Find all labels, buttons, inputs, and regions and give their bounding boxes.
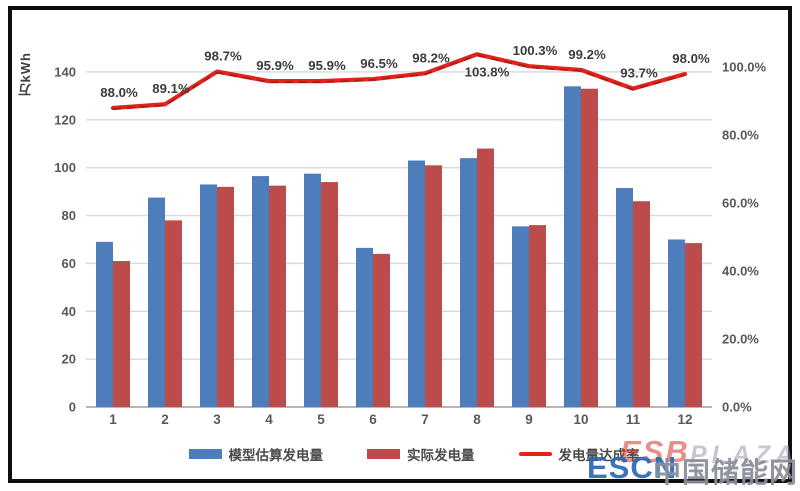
y-tick-label-left: 120 [54, 112, 76, 127]
x-tick-label: 3 [213, 412, 221, 427]
bar-actual-11 [633, 201, 650, 407]
bar-model-3 [200, 184, 217, 407]
bar-actual-12 [685, 243, 702, 407]
legend-item-rate: 发电量达成率 [518, 444, 640, 464]
legend-swatch-rate-line [518, 452, 552, 456]
x-tick-label: 4 [265, 412, 273, 427]
bar-actual-6 [373, 253, 390, 407]
y-tick-label-left: 80 [62, 208, 76, 223]
rate-point-label: 88.0% [100, 85, 138, 100]
chart-border-frame [8, 6, 792, 483]
x-tick-label: 9 [525, 412, 533, 427]
rate-line [110, 52, 688, 111]
rate-point-label: 103.8% [465, 64, 510, 79]
x-tick-label: 6 [369, 412, 377, 427]
rate-point-label: 89.1% [152, 81, 190, 96]
y-tick-label-left: 20 [62, 352, 76, 367]
x-tick-label: 5 [317, 412, 325, 427]
bar-model-11 [616, 188, 633, 407]
bar-model-10 [564, 86, 581, 407]
legend-label-rate: 发电量达成率 [558, 448, 640, 463]
legend-label-actual: 实际发电量 [407, 448, 475, 463]
bar-model-6 [356, 247, 373, 407]
bar-actual-10 [581, 88, 598, 407]
rate-point-label: 96.5% [360, 56, 398, 71]
legend-item-actual: 实际发电量 [367, 444, 475, 464]
bar-actual-8 [477, 148, 494, 407]
rate-point-label: 99.2% [568, 47, 606, 62]
x-tick-label: 10 [573, 412, 588, 427]
bar-model-8 [460, 158, 477, 407]
rate-point-label: 98.0% [672, 51, 710, 66]
bar-actual-2 [165, 220, 182, 407]
x-tick-label: 12 [677, 412, 692, 427]
y-tick-label-left: 40 [62, 304, 76, 319]
bar-model-1 [96, 241, 113, 407]
bar-model-12 [668, 239, 685, 407]
y-tick-label-right: 80.0% [722, 128, 759, 143]
bar-model-9 [512, 226, 529, 407]
legend-swatch-model-bar [188, 449, 222, 459]
bar-model-5 [304, 173, 321, 407]
bar-actual-3 [217, 186, 234, 407]
y-axis-title: 万kWh [18, 52, 33, 97]
y-tick-label-right: 20.0% [722, 332, 759, 347]
y-tick-label-right: 60.0% [722, 196, 759, 211]
rate-point-label: 98.7% [204, 49, 242, 64]
x-tick-label: 11 [626, 412, 641, 427]
bar-actual-9 [529, 225, 546, 407]
legend-swatch-actual-bar [367, 449, 400, 459]
rate-point-label: 93.7% [620, 66, 658, 81]
chart-legend: 模型估算发电量 实际发电量 发电量达成率 [0, 444, 800, 464]
legend-item-model: 模型估算发电量 [188, 444, 324, 464]
y-tick-label-right: 40.0% [722, 264, 759, 279]
rate-point-label: 100.3% [513, 43, 558, 58]
x-tick-label: 7 [421, 412, 429, 427]
y-tick-label-left: 60 [62, 256, 76, 271]
bar-actual-7 [425, 165, 442, 407]
y-tick-label-right: 100.0% [722, 60, 767, 75]
x-tick-label: 1 [109, 412, 117, 427]
bar-model-4 [252, 176, 269, 407]
bar-actual-5 [321, 182, 338, 407]
y-tick-label-left: 0 [69, 400, 76, 415]
bar-model-2 [148, 197, 165, 407]
x-tick-label: 8 [473, 412, 481, 427]
bar-model-7 [408, 160, 425, 407]
bar-actual-4 [269, 185, 286, 407]
y-tick-label-left: 100 [54, 160, 76, 175]
rate-point-label: 95.9% [308, 58, 346, 73]
y-tick-label-right: 0.0% [722, 400, 752, 415]
y-tick-label-left: 140 [54, 64, 76, 79]
rate-point-label: 98.2% [412, 50, 450, 65]
rate-point-label: 95.9% [256, 58, 294, 73]
bar-actual-1 [113, 261, 130, 407]
legend-label-model: 模型估算发电量 [228, 448, 324, 463]
x-tick-label: 2 [161, 412, 169, 427]
rate-line-dash-overlay [112, 54, 686, 110]
